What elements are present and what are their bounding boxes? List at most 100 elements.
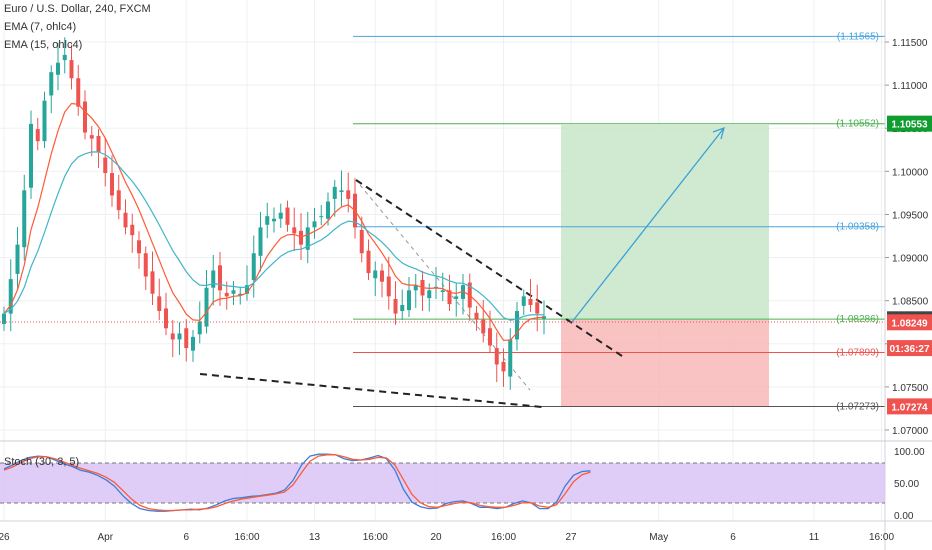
- candle-body: [339, 190, 344, 193]
- candle-body: [447, 290, 452, 305]
- candle-body: [29, 123, 33, 188]
- price-tick-label: 1.11500: [892, 38, 928, 49]
- candle-body: [224, 292, 229, 297]
- candle-body: [292, 227, 297, 234]
- ema-7-label[interactable]: EMA (7, ohlc4): [4, 21, 77, 33]
- candle-body: [515, 311, 519, 340]
- price-badge-bg: [887, 115, 932, 132]
- stoch-tick-label: 0.00: [894, 511, 914, 522]
- candle-body: [42, 100, 47, 142]
- candle-body: [319, 216, 324, 218]
- stoch-axis-ticks: 100.00 50.00 0.00: [894, 447, 925, 522]
- candle-body: [56, 62, 60, 75]
- candlestick-series: [2, 37, 546, 390]
- candle-body: [312, 221, 317, 228]
- time-tick-label: 26: [0, 532, 10, 543]
- candle-body: [359, 229, 364, 254]
- candle-body: [130, 224, 135, 236]
- inner-guide-line[interactable]: [359, 184, 531, 391]
- price-badge-label: 01:36:27: [889, 344, 929, 355]
- candle-body: [143, 253, 148, 277]
- candle-body: [373, 270, 378, 279]
- lower-wedge-trendline[interactable]: [199, 373, 543, 408]
- candle-body: [434, 286, 438, 288]
- candle-body: [454, 296, 459, 299]
- chart-symbol-title[interactable]: Euro / U.S. Dollar, 240, FXCM: [4, 3, 151, 15]
- candle-body: [211, 270, 216, 288]
- ema-lines: [3, 102, 545, 341]
- level-label: (1.10552): [836, 119, 879, 130]
- level-label: (1.07899): [836, 347, 879, 358]
- candle-body: [326, 201, 330, 219]
- candle-body: [427, 290, 432, 299]
- candle-body: [204, 287, 209, 327]
- level-labels: (1.11565) (1.10552) (1.09358) (1.08286) (1.0…: [836, 31, 879, 412]
- candle-body: [251, 253, 256, 280]
- candle-body: [299, 230, 303, 245]
- candle-body: [407, 290, 411, 311]
- candle-body: [170, 333, 175, 340]
- candle-body: [69, 60, 74, 79]
- price-badge-label: 1.08249: [891, 318, 928, 329]
- stoch-tick-label: 100.00: [894, 447, 925, 458]
- candle-body: [157, 296, 162, 312]
- level-label: (1.11565): [837, 31, 879, 42]
- candle-body: [116, 190, 121, 211]
- candle-body: [238, 293, 243, 296]
- time-tick-label: 13: [309, 532, 321, 543]
- level-label: (1.08286): [836, 314, 879, 325]
- level-label: (1.09358): [836, 222, 879, 233]
- time-tick-label: 16:00: [869, 532, 894, 543]
- candle-body: [488, 328, 492, 346]
- candle-body: [103, 157, 108, 174]
- price-badge-label: 1.10553: [891, 120, 928, 131]
- candle-body: [400, 304, 405, 312]
- candle-body: [2, 313, 6, 324]
- time-tick-label: 6: [183, 532, 189, 543]
- price-tick-label: 1.09000: [892, 254, 929, 265]
- price-badge-bg: [887, 314, 932, 331]
- ema-15-label[interactable]: EMA (15, ohlc4): [4, 39, 83, 51]
- candle-body: [184, 328, 189, 349]
- candle-body: [366, 250, 371, 274]
- time-tick-label: May: [649, 532, 668, 543]
- stochastic-pane[interactable]: [0, 453, 885, 512]
- upper-wedge-trendline[interactable]: [355, 179, 623, 357]
- price-badge-bg: [887, 340, 932, 357]
- price-tick-label: 1.09500: [892, 210, 929, 221]
- candle-body: [8, 279, 13, 314]
- time-axis-ticks: 26 Apr 6 16:00 13 16:00 20 16:00 27 May 6 11 16:00: [0, 532, 894, 543]
- candle-body: [76, 78, 81, 107]
- price-tick-label: 1.08500: [892, 297, 929, 308]
- time-tick-label: 16:00: [491, 532, 516, 543]
- candle-body: [62, 54, 67, 61]
- price-tick-label: 1.10000: [892, 167, 929, 178]
- stoch-k-line: [3, 453, 591, 512]
- stoch-tick-label: 50.00: [894, 479, 919, 490]
- candle-body: [272, 218, 276, 222]
- loss-zone[interactable]: [561, 320, 769, 407]
- stoch-d-line: [3, 454, 591, 512]
- candle-body: [35, 129, 40, 142]
- candle-body: [474, 312, 479, 320]
- time-tick-label: 6: [730, 532, 736, 543]
- time-tick-label: 16:00: [234, 532, 259, 543]
- price-tick-label: 1.07000: [892, 426, 929, 437]
- projection-arrowhead: [712, 126, 725, 140]
- candle-body: [285, 207, 290, 225]
- candle-body: [440, 290, 445, 293]
- candle-body: [177, 333, 182, 340]
- candle-body: [123, 212, 128, 228]
- candle-body: [494, 348, 499, 365]
- stoch-label[interactable]: Stoch (30, 3, 5): [4, 456, 80, 468]
- vertical-gridlines: [3, 0, 882, 521]
- candle-body: [521, 296, 526, 306]
- candle-body: [413, 285, 418, 291]
- projection-arrow-line[interactable]: [571, 127, 725, 323]
- profit-zone[interactable]: [561, 125, 769, 320]
- horizontal-level-lines[interactable]: [353, 35, 885, 407]
- candle-body: [528, 298, 533, 305]
- candle-body: [231, 290, 236, 294]
